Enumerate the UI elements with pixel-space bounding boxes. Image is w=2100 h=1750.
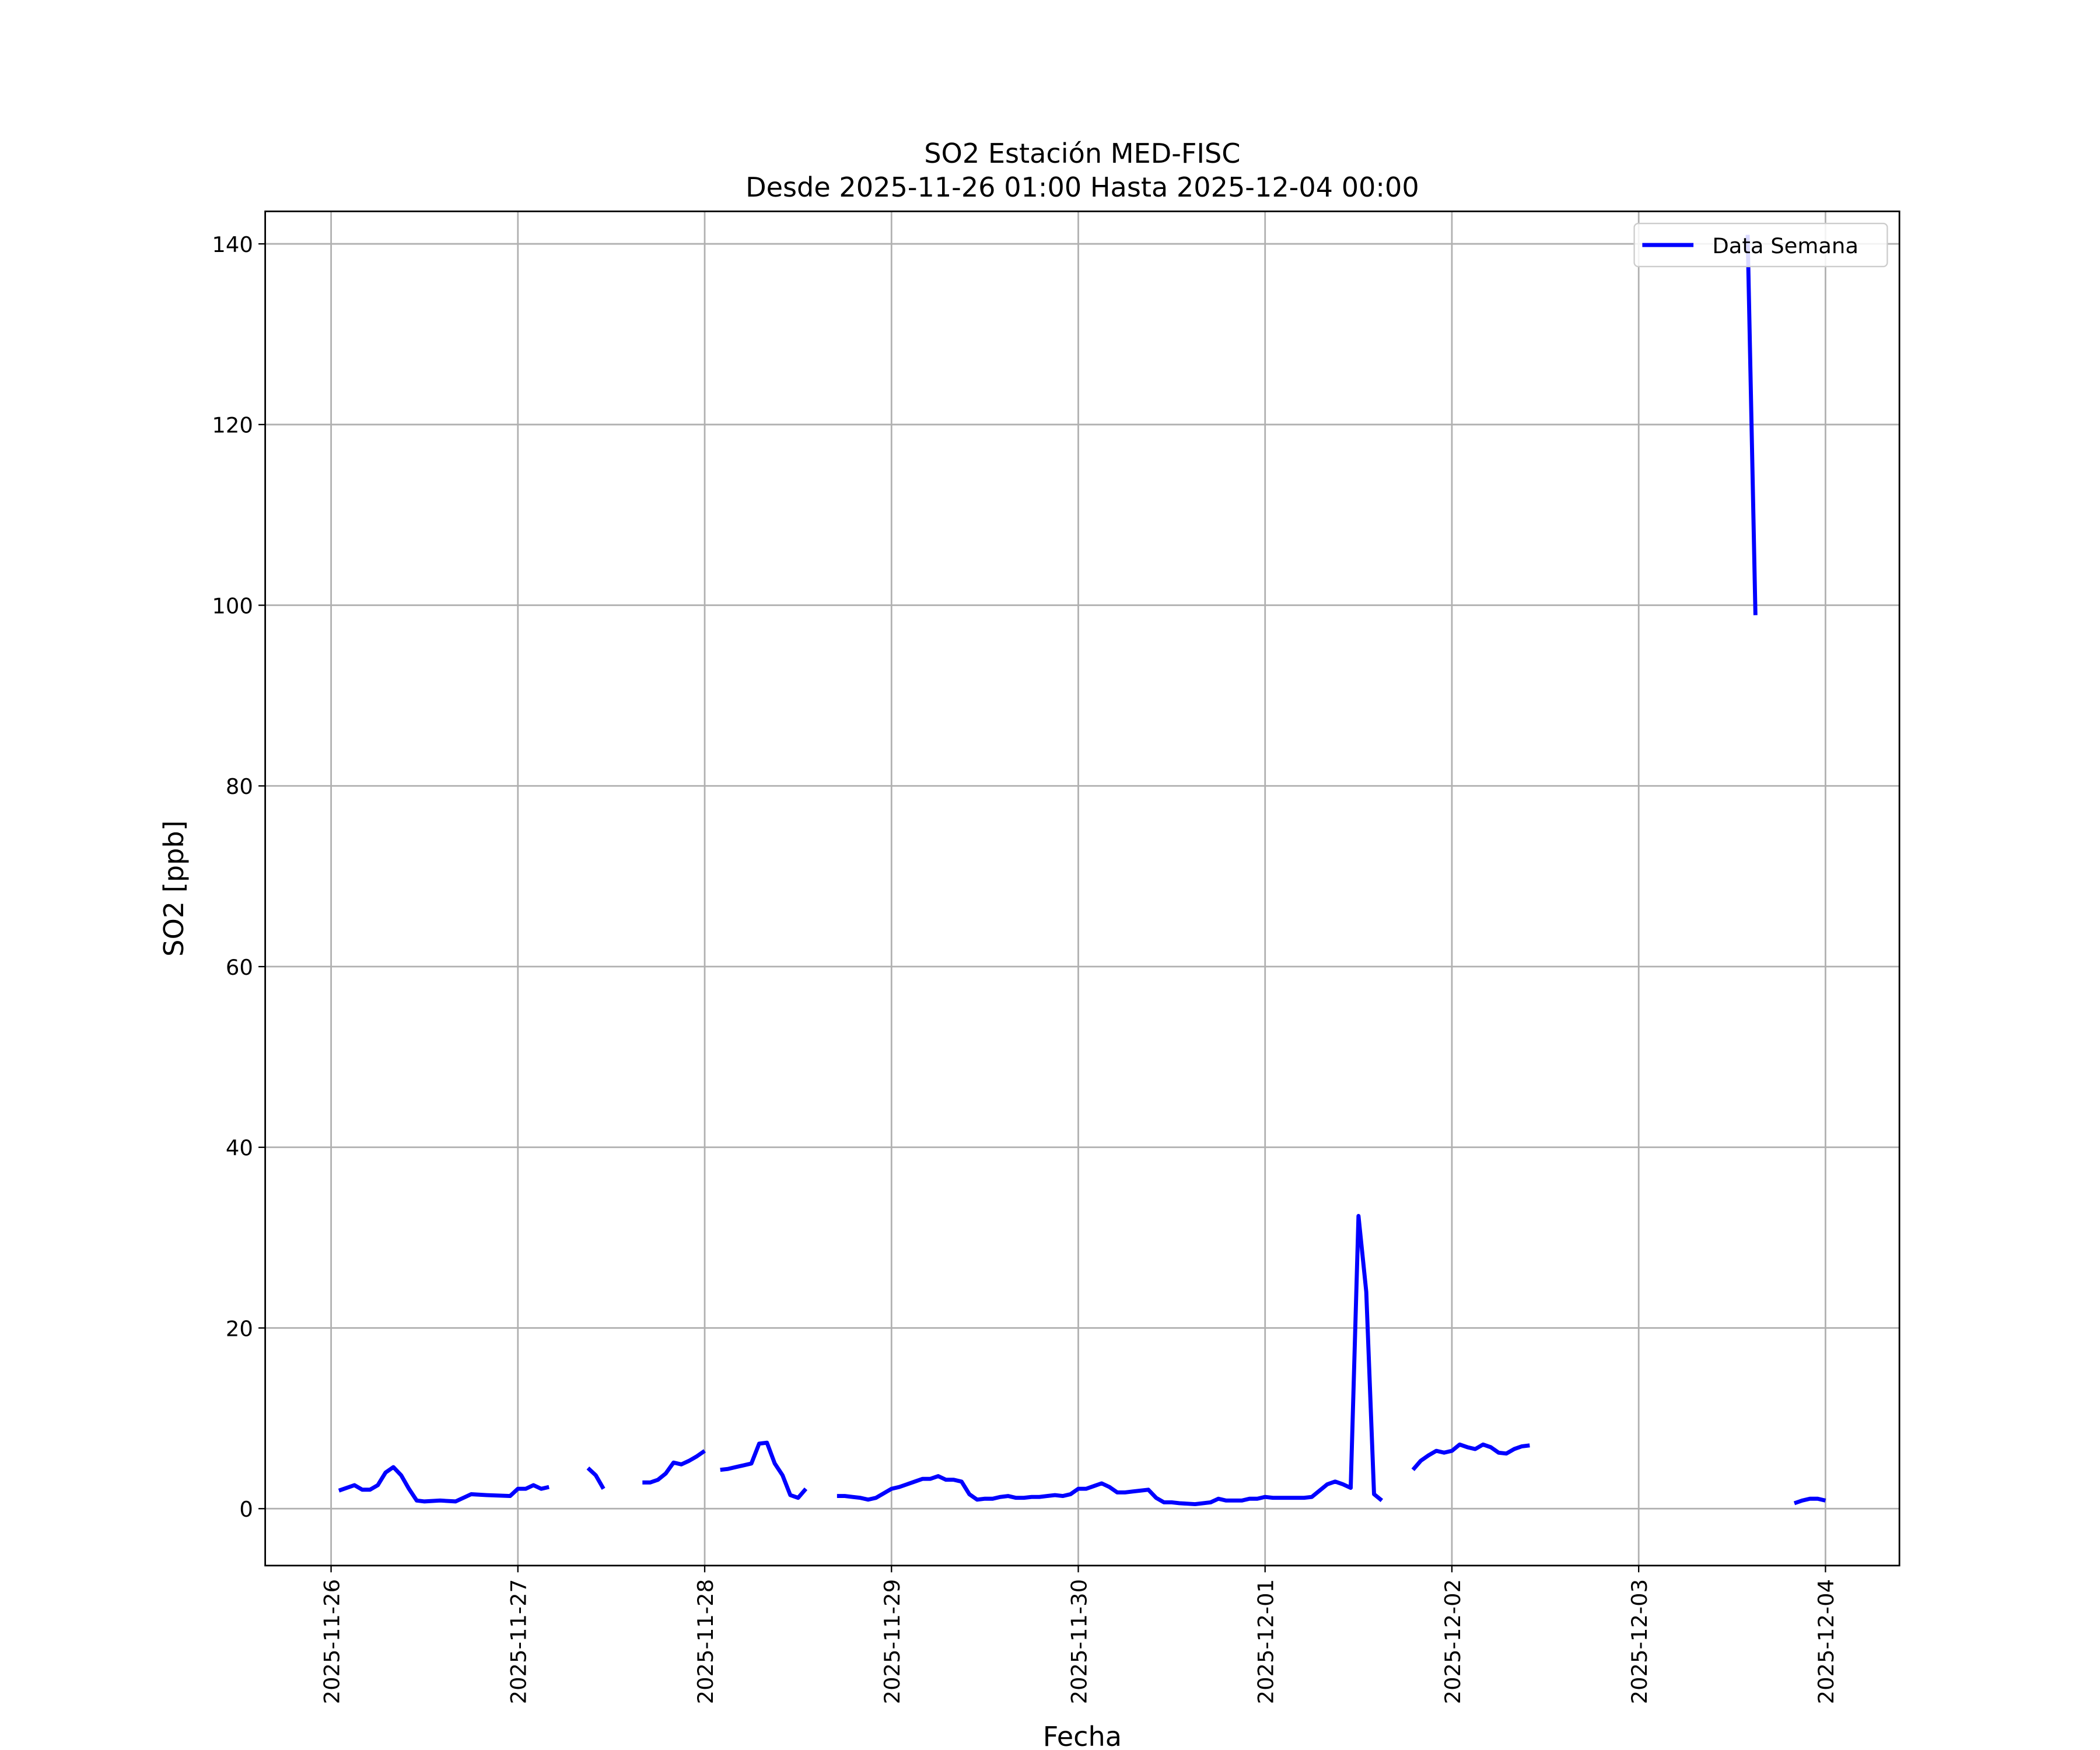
chart-title: SO2 Estación MED-FISC [924,138,1240,169]
x-tick-label: 2025-11-27 [506,1579,531,1704]
y-tick-label: 40 [226,1136,253,1161]
x-tick-label: 2025-11-28 [693,1579,718,1704]
y-tick-label: 60 [226,955,253,980]
y-tick-label: 20 [226,1316,253,1341]
x-axis-label: Fecha [1043,1721,1122,1750]
y-tick-label: 0 [239,1497,253,1522]
y-tick-label: 80 [226,774,253,799]
y-tick-label: 140 [212,232,253,257]
x-tick-label: 2025-11-29 [880,1579,905,1704]
x-tick-label: 2025-12-02 [1440,1579,1465,1704]
y-axis-label: SO2 [ppb] [158,820,190,957]
legend-box [1633,222,1888,268]
x-tick-label: 2025-11-30 [1066,1579,1091,1704]
legend-label: Data Semana [1712,233,1859,258]
x-tick-label: 2025-12-01 [1254,1579,1279,1704]
x-tick-label: 2025-12-04 [1814,1579,1839,1704]
data-line [338,235,1826,1506]
chart-subtitle: Desde 2025-11-26 01:00 Hasta 2025-12-04 … [746,172,1419,203]
x-tick-label: 2025-12-03 [1627,1579,1652,1704]
y-tick-label: 120 [212,413,253,438]
plot-area [338,235,1826,1506]
plot-frame [264,210,1901,1567]
x-tick-label: 2025-11-26 [319,1579,344,1704]
y-tick-label: 100 [212,593,253,618]
